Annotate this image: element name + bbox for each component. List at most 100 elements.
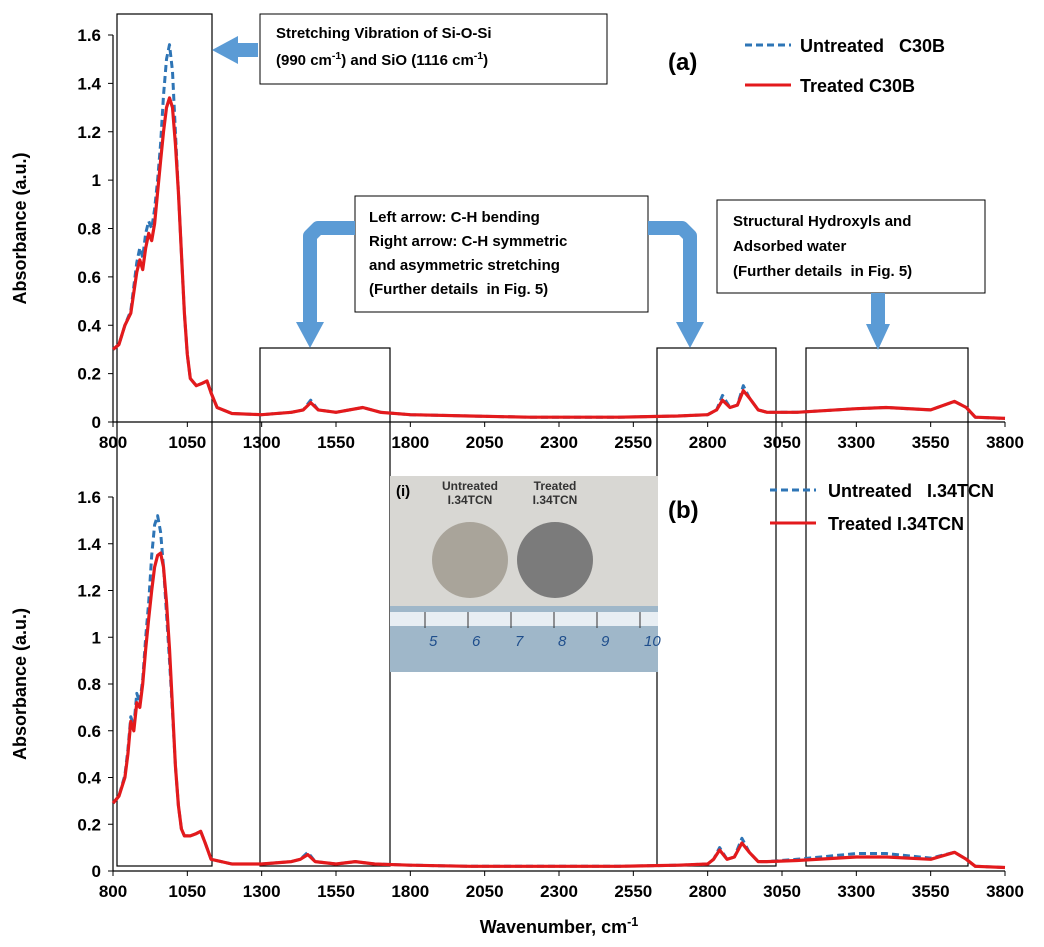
text-segment: Right arrow: C-H symmetric xyxy=(369,233,567,250)
text-segment: and asymmetric stretching xyxy=(369,257,560,274)
x-tick-label: 1050 xyxy=(168,882,206,901)
legend-label: Untreated C30B xyxy=(800,36,945,56)
x-tick-label: 1300 xyxy=(243,433,281,452)
annotation-text: Structural Hydroxyls and xyxy=(733,213,911,230)
region-box xyxy=(116,13,213,867)
y-tick-label: 1.6 xyxy=(77,488,101,507)
ruler-number: 9 xyxy=(601,633,610,650)
sample-untreated xyxy=(432,522,508,598)
sample-treated xyxy=(517,522,593,598)
inset-label: (i) xyxy=(396,483,410,500)
y-tick-label: 0.4 xyxy=(77,769,101,788)
arrow-head xyxy=(866,324,890,350)
x-tick-label: 3300 xyxy=(837,882,875,901)
inset-photo xyxy=(390,476,658,672)
sample-label: I.34TCN xyxy=(448,493,493,507)
x-tick-label: 2050 xyxy=(466,433,504,452)
x-tick-label: 3300 xyxy=(837,433,875,452)
arrow-head xyxy=(676,322,704,348)
x-tick-label: 1550 xyxy=(317,882,355,901)
arrow-heads xyxy=(212,36,890,350)
arrow-shaft xyxy=(648,221,697,324)
annotation-box xyxy=(354,195,649,313)
legend-label: Treated I.34TCN xyxy=(828,514,964,534)
arrow-head xyxy=(212,36,238,64)
y-tick-label: 0.8 xyxy=(77,675,101,694)
annotation-text: and asymmetric stretching xyxy=(369,257,560,274)
annotation-text: Right arrow: C-H symmetric xyxy=(369,233,567,250)
ruler-number: 8 xyxy=(558,633,567,650)
ruler-number: 6 xyxy=(472,633,481,650)
superscript: -1 xyxy=(332,50,341,62)
annotation-text: Left arrow: C-H bending xyxy=(369,209,540,226)
x-tick-label: 1300 xyxy=(243,882,281,901)
y-tick-label: 1 xyxy=(92,171,101,190)
ruler-number: 10 xyxy=(644,633,661,650)
text-segment: ) xyxy=(483,52,488,69)
x-tick-label: 3050 xyxy=(763,433,801,452)
annotation-box xyxy=(259,13,608,85)
y-tick-label: 0 xyxy=(92,413,101,432)
y-tick-label: 1.2 xyxy=(77,582,101,601)
arrow-shaft xyxy=(303,221,355,324)
y-tick-label: 0.4 xyxy=(77,316,101,335)
y-tick-label: 0.8 xyxy=(77,220,101,239)
x-tick-label: 3800 xyxy=(986,882,1024,901)
y-tick-label: 1.4 xyxy=(77,74,101,93)
x-tick-label: 3050 xyxy=(763,882,801,901)
x-tick-label: 3550 xyxy=(912,882,950,901)
text-segment: Left arrow: C-H bending xyxy=(369,209,540,226)
sample-label: Treated xyxy=(534,479,577,493)
legend-label: Untreated I.34TCN xyxy=(828,481,994,501)
y-tick-label: 0.2 xyxy=(77,815,101,834)
annotation-text: Stretching Vibration of Si-O-Si xyxy=(276,25,492,42)
annotation-text: (990 cm-1) and SiO (1116 cm-1) xyxy=(276,50,488,69)
x-tick-label: 3800 xyxy=(986,433,1024,452)
arrow-head xyxy=(296,322,324,348)
ruler-number: 7 xyxy=(515,633,524,650)
superscript: -1 xyxy=(474,50,483,62)
legend-label: Treated C30B xyxy=(800,76,915,96)
series-line xyxy=(111,551,1006,870)
ruler-number: 5 xyxy=(429,633,438,650)
region-box xyxy=(805,347,969,867)
y-tick-label: 0.2 xyxy=(77,365,101,384)
series-line xyxy=(111,96,1006,420)
text-segment: Structural Hydroxyls and xyxy=(733,213,911,230)
x-tick-label: 2550 xyxy=(614,433,652,452)
y-tick-label: 0.6 xyxy=(77,268,101,287)
y-tick-label: 1.4 xyxy=(77,535,101,554)
annotation-text: (Further details in Fig. 5) xyxy=(733,263,912,280)
arrows xyxy=(236,43,885,326)
region-box xyxy=(259,347,391,867)
text-segment: (Further details in Fig. 5) xyxy=(369,281,548,298)
superscript: -1 xyxy=(627,915,638,929)
y-tick-label: 1.6 xyxy=(77,26,101,45)
y-tick-label: 0 xyxy=(92,862,101,881)
x-tick-label: 3550 xyxy=(912,433,950,452)
annotation-text: Adsorbed water xyxy=(733,238,847,255)
x-tick-label: 1550 xyxy=(317,433,355,452)
x-tick-label: 1050 xyxy=(168,433,206,452)
text-segment: Stretching Vibration of Si-O-Si xyxy=(276,25,492,42)
ruler-scale xyxy=(390,612,658,626)
text-segment: Wavenumber, cm xyxy=(480,917,627,937)
sample-label: Untreated xyxy=(442,479,498,493)
x-tick-label: 2050 xyxy=(466,882,504,901)
text-segment: (Further details in Fig. 5) xyxy=(733,263,912,280)
x-axis-title: Wavenumber, cm-1 xyxy=(480,915,639,937)
annotation-box xyxy=(716,199,986,294)
y-axis-title: Absorbance (a.u.) xyxy=(10,152,30,304)
x-tick-label: 2800 xyxy=(689,882,727,901)
x-tick-label: 2800 xyxy=(689,433,727,452)
x-tick-label: 2550 xyxy=(614,882,652,901)
text-segment: (990 cm xyxy=(276,52,332,69)
sample-label: I.34TCN xyxy=(533,493,578,507)
x-tick-label: 800 xyxy=(99,433,127,452)
x-tick-label: 1800 xyxy=(391,882,429,901)
y-tick-label: 1 xyxy=(92,628,101,647)
panel-label: (a) xyxy=(668,49,697,76)
x-tick-label: 800 xyxy=(99,882,127,901)
region-boxes xyxy=(116,13,969,867)
